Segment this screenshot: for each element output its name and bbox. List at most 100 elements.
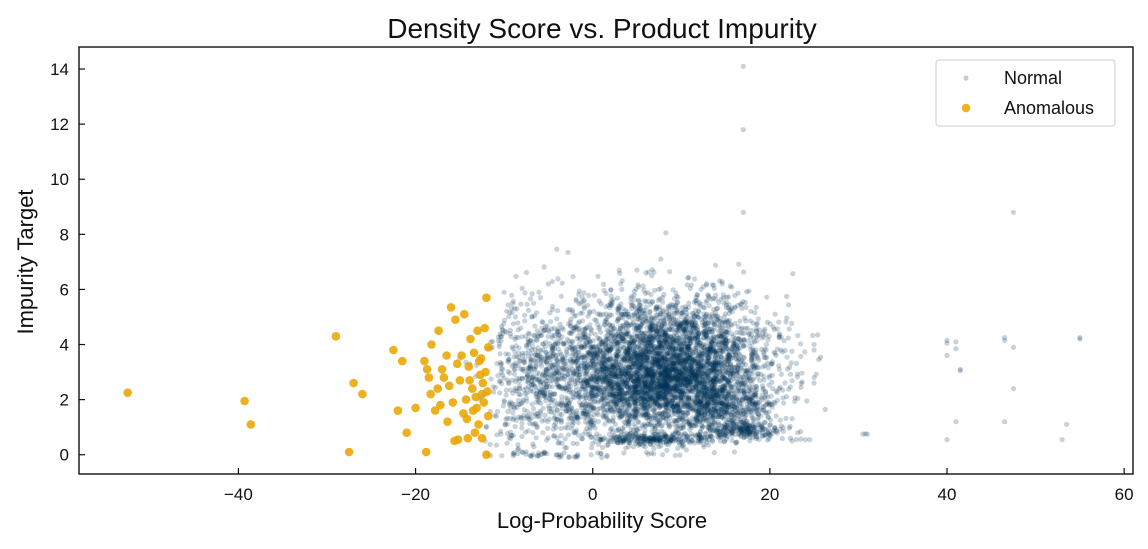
point-normal [724, 329, 731, 335]
point-normal [656, 364, 662, 370]
point-normal [718, 355, 724, 361]
point-normal [649, 333, 656, 339]
point-normal [737, 388, 743, 394]
point-normal [789, 320, 795, 327]
point-normal [661, 365, 667, 372]
point-normal [789, 348, 795, 354]
point-normal [762, 419, 768, 426]
point-normal [701, 390, 708, 396]
point-normal [778, 371, 785, 377]
point-normal [669, 377, 675, 384]
point-normal [643, 344, 649, 350]
point-normal [745, 388, 752, 394]
point-normal [669, 340, 675, 346]
point-normal [627, 321, 633, 327]
point-normal [678, 371, 685, 377]
point-normal [638, 413, 645, 419]
point-normal [722, 376, 729, 382]
point-normal [703, 402, 710, 408]
point-normal [694, 371, 700, 377]
point-normal [655, 390, 662, 396]
point-normal [603, 336, 609, 342]
point-normal [619, 286, 625, 292]
point-normal [558, 425, 564, 432]
point-normal [656, 391, 662, 397]
point-normal [585, 358, 591, 364]
point-normal [566, 368, 572, 374]
point-normal [647, 414, 653, 420]
point-normal [636, 383, 642, 389]
point-normal [695, 412, 701, 418]
point-normal [618, 363, 624, 369]
point-normal [643, 382, 650, 388]
point-normal [625, 385, 631, 391]
point-normal [509, 292, 515, 298]
point-normal [735, 366, 741, 372]
point-normal [600, 389, 606, 396]
point-normal [625, 420, 631, 427]
point-normal [602, 401, 608, 408]
point-normal [631, 350, 638, 356]
point-normal [721, 360, 727, 366]
point-normal [655, 416, 661, 422]
point-normal [640, 357, 647, 363]
point-normal [608, 387, 614, 393]
point-normal [630, 392, 636, 398]
point-normal [595, 406, 601, 412]
point-normal [724, 346, 730, 352]
point-normal [711, 407, 717, 413]
point-normal [551, 374, 557, 380]
point-normal [542, 378, 549, 384]
point-normal [685, 345, 691, 351]
point-normal [693, 385, 699, 391]
point-normal [616, 388, 622, 394]
point-normal [649, 372, 655, 378]
point-normal [570, 274, 576, 280]
point-normal [719, 388, 726, 394]
point-normal [619, 409, 625, 415]
point-normal [711, 376, 717, 382]
point-normal [653, 357, 660, 363]
point-normal [682, 369, 688, 375]
point-normal [582, 404, 588, 410]
point-normal [608, 371, 614, 377]
point-normal [606, 382, 612, 388]
point-normal [559, 440, 565, 446]
point-normal [690, 359, 696, 365]
point-normal [568, 316, 574, 322]
point-normal [512, 314, 519, 320]
point-normal [601, 360, 607, 366]
point-normal [689, 388, 695, 394]
point-normal [573, 388, 579, 394]
point-normal [591, 399, 597, 405]
point-normal [649, 273, 655, 279]
point-normal [646, 348, 652, 354]
point-normal [750, 376, 757, 382]
point-normal [637, 365, 643, 371]
point-normal [515, 320, 521, 326]
point-normal [683, 377, 689, 383]
point-normal [694, 355, 700, 361]
point-normal [581, 363, 587, 369]
point-normal [656, 396, 663, 402]
point-normal [705, 389, 711, 395]
point-normal [957, 366, 963, 372]
point-normal [627, 367, 633, 373]
point-normal [647, 340, 653, 346]
point-normal [519, 334, 525, 340]
point-normal [719, 390, 725, 396]
point-normal [714, 406, 721, 412]
point-normal [596, 351, 602, 357]
point-normal [787, 371, 794, 377]
point-normal [622, 380, 629, 386]
point-normal [640, 359, 646, 365]
point-normal [537, 295, 544, 301]
chart-title: Density Score vs. Product Impurity [387, 13, 816, 44]
point-normal [576, 291, 582, 297]
point-normal [627, 413, 633, 420]
point-normal [715, 388, 721, 394]
point-normal [645, 367, 652, 373]
point-normal [1010, 386, 1017, 392]
point-normal [595, 273, 601, 279]
point-normal [592, 425, 598, 431]
